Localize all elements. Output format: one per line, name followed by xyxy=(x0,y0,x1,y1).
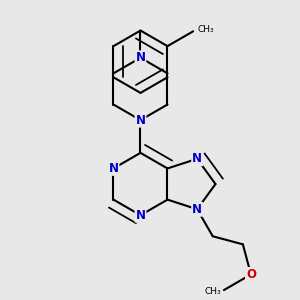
Text: O: O xyxy=(246,268,256,281)
Text: N: N xyxy=(192,152,202,165)
Text: N: N xyxy=(136,51,146,64)
Text: N: N xyxy=(192,203,202,216)
Text: CH₃: CH₃ xyxy=(204,287,221,296)
Text: N: N xyxy=(109,162,118,175)
Text: N: N xyxy=(136,209,146,222)
Text: N: N xyxy=(136,114,146,127)
Text: CH₃: CH₃ xyxy=(198,25,214,34)
